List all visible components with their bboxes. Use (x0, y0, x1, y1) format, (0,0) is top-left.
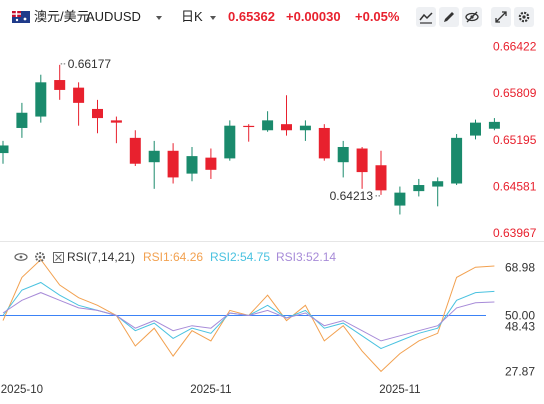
chart-area[interactable]: 0.66422 0.65809 0.65195 0.64581 0.63967 0.661… (0, 34, 544, 404)
date-axis-label: 2025-11 (190, 384, 231, 396)
candle-body (451, 137, 463, 184)
rsi1-legend: RSI1:64.26 (143, 250, 203, 264)
expand-icon[interactable] (491, 7, 511, 27)
rsi-axis-label: 48.43 (505, 320, 535, 334)
price-axis-label: 0.66422 (493, 39, 537, 53)
rsi3-line (2, 292, 495, 342)
pair-label: 澳元/美元 (34, 9, 90, 24)
candle-body (488, 121, 500, 129)
low-annotation: 0.64213 (330, 189, 374, 203)
candle-body (167, 150, 179, 178)
symbol-selector[interactable]: AUDUSD (86, 9, 141, 24)
price-axis-label: 0.64581 (493, 179, 537, 193)
candle-body (356, 148, 368, 173)
rsi-axis-label: 68.98 (505, 260, 535, 274)
candle-body (394, 192, 406, 206)
candle-body (318, 127, 330, 159)
candle-body (262, 120, 274, 131)
candle-body (148, 150, 160, 163)
price-change: +0.00030 (286, 9, 341, 24)
candle-body (92, 108, 103, 119)
candle-body (281, 124, 292, 131)
rsi2-legend: RSI2:54.75 (210, 250, 270, 264)
date-axis-label: 2025-11 (379, 384, 420, 396)
candle-body (205, 157, 217, 170)
candle-body (129, 137, 141, 164)
last-price: 0.65362 (228, 9, 275, 24)
date-axis-label: 2025-10 (1, 384, 43, 396)
candle-body (73, 87, 85, 103)
rsi-axis-label: 50.00 (505, 309, 535, 323)
pencil-icon[interactable] (439, 7, 459, 27)
high-annotation: 0.66177 (68, 57, 112, 71)
trend-chart-icon[interactable] (416, 7, 436, 27)
candle-body (337, 146, 349, 163)
eye-off-icon[interactable] (462, 7, 482, 27)
candle-body (432, 181, 444, 187)
rsi-hide-icon[interactable] (14, 253, 28, 261)
chart-header: 澳元/美元 AUDUSD 日K 0.65362 +0.00030 +0.05% (0, 0, 544, 34)
price-axis-label: 0.65195 (493, 133, 537, 147)
rsi-axis-label: 27.87 (505, 365, 535, 379)
candle-body (35, 82, 47, 117)
au-us-flag-icon (12, 11, 30, 23)
rsi3-legend: RSI3:52.14 (276, 250, 336, 264)
settings-icon[interactable] (514, 7, 534, 27)
timeframe-selector[interactable]: 日K (181, 9, 203, 24)
candle-body (299, 125, 311, 131)
candle-body (54, 80, 66, 90)
chevron-down-icon[interactable] (156, 16, 162, 20)
rsi-close-icon[interactable] (53, 252, 64, 263)
candle-body (16, 112, 28, 128)
candle-body (470, 122, 481, 136)
candle-body (0, 145, 9, 154)
price-axis-label: 0.63967 (493, 226, 537, 240)
price-axis-label: 0.65809 (493, 86, 537, 100)
candle-body (375, 165, 387, 191)
chevron-down-icon[interactable] (210, 16, 216, 20)
rsi-indicator-label: RSI(7,14,21) (67, 250, 135, 264)
rsi-legend: RSI(7,14,21) RSI1:64.26 RSI2:54.75 RSI3:… (14, 250, 336, 264)
rsi-settings-icon[interactable] (35, 252, 45, 262)
price-change-percent: +0.05% (355, 9, 400, 24)
candle-body (110, 120, 122, 123)
candle-body (186, 156, 198, 174)
candle-body (413, 185, 425, 192)
candle-body (224, 125, 236, 159)
candlestick-chart[interactable]: 0.66422 0.65809 0.65195 0.64581 0.63967 0.661… (0, 39, 537, 240)
